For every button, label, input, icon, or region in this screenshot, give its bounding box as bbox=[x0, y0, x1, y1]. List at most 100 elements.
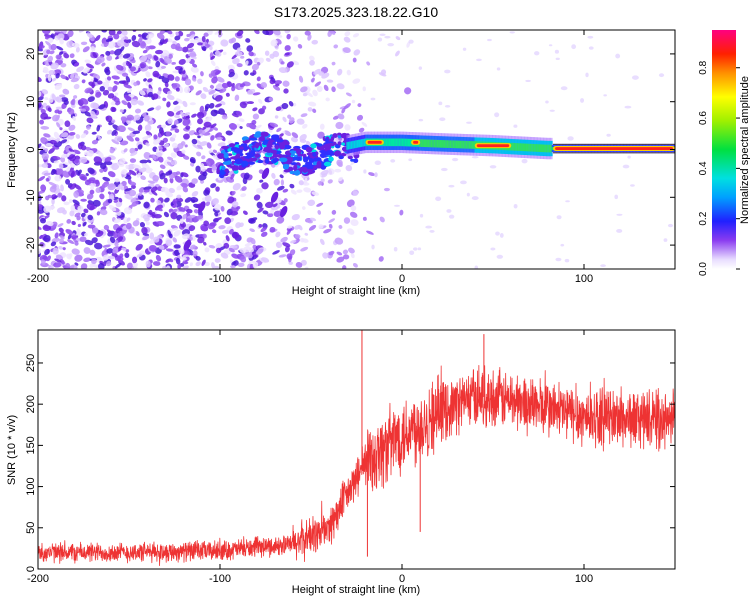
heatmap-cell bbox=[60, 156, 66, 163]
ridge-core bbox=[451, 140, 454, 149]
heatmap-cell bbox=[142, 213, 151, 220]
heatmap-cell bbox=[68, 108, 75, 115]
heatmap-cell bbox=[72, 116, 76, 121]
heatmap-cell bbox=[223, 152, 229, 159]
heatmap-cell bbox=[233, 147, 240, 153]
heatmap-cell bbox=[379, 33, 386, 36]
heatmap-cell bbox=[38, 96, 44, 101]
heatmap-cell bbox=[90, 110, 96, 118]
heatmap-cell bbox=[341, 142, 345, 146]
heatmap-cell bbox=[261, 257, 270, 263]
heatmap-cell bbox=[368, 172, 375, 177]
heatmap-cell bbox=[131, 200, 139, 207]
ridge-peak bbox=[413, 140, 419, 144]
heatmap-cell bbox=[44, 248, 50, 256]
heatmap-cell bbox=[326, 79, 334, 83]
heatmap-cell bbox=[293, 164, 298, 171]
heatmap-cell bbox=[55, 54, 61, 59]
heatmap-cell bbox=[250, 72, 255, 76]
heatmap-cell bbox=[63, 53, 70, 59]
ridge-core bbox=[519, 143, 523, 151]
heatmap-cell bbox=[73, 62, 80, 67]
heatmap-cell bbox=[210, 109, 218, 117]
ridge-core bbox=[433, 139, 437, 148]
heatmap-cell bbox=[395, 50, 400, 57]
heatmap-cell bbox=[38, 176, 46, 182]
heatmap-cell bbox=[60, 74, 67, 80]
ridge-core bbox=[473, 141, 476, 149]
heatmap-cell bbox=[328, 30, 336, 35]
ridge-core bbox=[355, 140, 358, 149]
heatmap-cell bbox=[69, 210, 75, 217]
heatmap-cell bbox=[79, 156, 88, 164]
heatmap-cell bbox=[230, 211, 239, 216]
heatmap-cell bbox=[158, 75, 165, 80]
heatmap-cell bbox=[255, 131, 262, 136]
heatmap-cell bbox=[162, 97, 167, 102]
heatmap-cell bbox=[46, 221, 54, 227]
heatmap-cell bbox=[320, 178, 325, 183]
heatmap-cell bbox=[98, 151, 104, 159]
heatmap-cell bbox=[158, 156, 164, 163]
heatmap-cell bbox=[134, 168, 140, 172]
heatmap-cell bbox=[200, 165, 206, 172]
heatmap-cell bbox=[127, 127, 136, 132]
heatmap-cell bbox=[48, 70, 56, 76]
heatmap-cell bbox=[525, 79, 531, 83]
heatmap-cell bbox=[239, 247, 247, 254]
heatmap-cell bbox=[275, 83, 280, 87]
colorbar-tick-label: 0.4 bbox=[698, 161, 709, 175]
heatmap-cell bbox=[123, 148, 128, 153]
heatmap-cell bbox=[209, 222, 217, 227]
heatmap-cell bbox=[325, 150, 334, 154]
heatmap-cell bbox=[346, 228, 355, 235]
heatmap-cell bbox=[370, 97, 376, 101]
heatmap-cell bbox=[419, 213, 424, 218]
heatmap-cell bbox=[52, 77, 57, 82]
heatmap-cell bbox=[125, 222, 132, 230]
heatmap-cell bbox=[164, 143, 170, 148]
heatmap-cell bbox=[435, 196, 442, 202]
heatmap-cell bbox=[156, 32, 165, 40]
heatmap-cell bbox=[303, 187, 312, 193]
heatmap-cell bbox=[123, 39, 129, 44]
colorbar-ticks: 0.0 0.2 0.4 0.6 0.8 bbox=[698, 60, 740, 276]
heatmap-cell bbox=[45, 40, 52, 47]
ridge-core bbox=[394, 138, 397, 147]
heatmap-cell bbox=[318, 224, 324, 229]
heatmap-cell bbox=[614, 194, 619, 200]
heatmap-cell bbox=[328, 218, 336, 223]
heatmap-cell bbox=[283, 198, 288, 203]
heatmap-cell bbox=[84, 111, 92, 117]
heatmap-cell bbox=[45, 177, 50, 182]
heatmap-cell bbox=[163, 211, 170, 218]
heatmap-cell bbox=[81, 79, 86, 84]
heatmap-cell bbox=[291, 132, 299, 139]
heatmap-cell bbox=[232, 58, 240, 65]
heatmap-cell bbox=[161, 187, 170, 193]
heatmap-cell bbox=[167, 38, 173, 43]
heatmap-cell bbox=[95, 91, 102, 98]
heatmap-cell bbox=[196, 111, 205, 119]
heatmap-cell bbox=[204, 262, 210, 267]
spectrogram-heatmap bbox=[38, 30, 675, 269]
heatmap-cell bbox=[126, 135, 134, 142]
heatmap-cell bbox=[111, 119, 116, 124]
heatmap-cell bbox=[393, 246, 398, 252]
heatmap-cell bbox=[70, 170, 75, 178]
heatmap-cell bbox=[152, 174, 160, 182]
heatmap-cell bbox=[191, 190, 199, 197]
ridge-core bbox=[400, 138, 403, 147]
heatmap-cell bbox=[272, 50, 280, 58]
heatmap-cell bbox=[189, 244, 196, 250]
heatmap-cell bbox=[146, 59, 151, 64]
heatmap-cell bbox=[42, 66, 49, 74]
heatmap-cell bbox=[86, 193, 94, 200]
ridge-core bbox=[406, 138, 409, 147]
snr-series bbox=[38, 330, 675, 567]
ridge-peak bbox=[476, 144, 510, 148]
heatmap-cell bbox=[554, 49, 560, 54]
ridge-core bbox=[461, 140, 464, 149]
heatmap-cell bbox=[74, 240, 79, 246]
y-tick-label: 50 bbox=[25, 522, 37, 534]
